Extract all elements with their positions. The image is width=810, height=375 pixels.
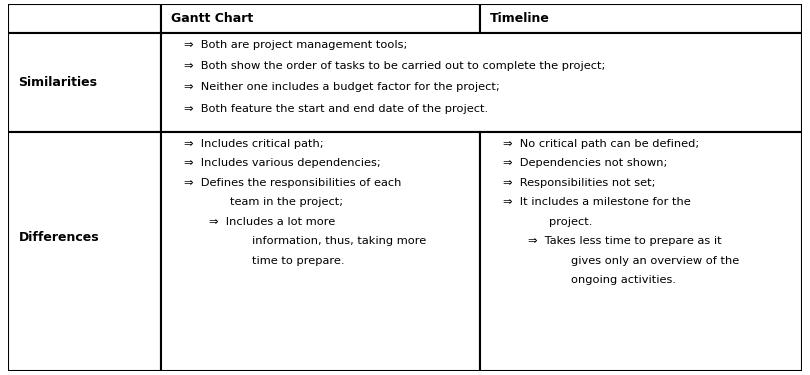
Text: team in the project;: team in the project; xyxy=(229,197,343,207)
Text: ⇒  Both show the order of tasks to be carried out to complete the project;: ⇒ Both show the order of tasks to be car… xyxy=(184,61,605,71)
Text: Gantt Chart: Gantt Chart xyxy=(171,12,253,25)
Text: ⇒  No critical path can be defined;: ⇒ No critical path can be defined; xyxy=(503,139,699,149)
Bar xyxy=(8,33,160,132)
Text: Timeline: Timeline xyxy=(490,12,550,25)
Bar xyxy=(160,132,480,371)
Text: ⇒  Takes less time to prepare as it: ⇒ Takes less time to prepare as it xyxy=(528,236,722,246)
Bar xyxy=(8,132,160,371)
Text: time to prepare.: time to prepare. xyxy=(252,256,344,266)
Text: project.: project. xyxy=(548,217,592,227)
Text: ⇒  Neither one includes a budget factor for the project;: ⇒ Neither one includes a budget factor f… xyxy=(184,82,499,92)
Text: ⇒  Responsibilities not set;: ⇒ Responsibilities not set; xyxy=(503,178,655,188)
Text: ⇒  Both are project management tools;: ⇒ Both are project management tools; xyxy=(184,40,407,50)
Text: ⇒  Dependencies not shown;: ⇒ Dependencies not shown; xyxy=(503,159,667,168)
Text: ⇒  Both feature the start and end date of the project.: ⇒ Both feature the start and end date of… xyxy=(184,104,488,114)
Bar xyxy=(8,4,160,33)
Text: ⇒  Includes various dependencies;: ⇒ Includes various dependencies; xyxy=(184,159,380,168)
Text: ongoing activities.: ongoing activities. xyxy=(571,275,676,285)
Text: ⇒  Includes critical path;: ⇒ Includes critical path; xyxy=(184,139,323,149)
Text: ⇒  Defines the responsibilities of each: ⇒ Defines the responsibilities of each xyxy=(184,178,401,188)
Text: information, thus, taking more: information, thus, taking more xyxy=(252,236,426,246)
Bar xyxy=(480,132,802,371)
Text: Differences: Differences xyxy=(19,231,99,244)
Text: gives only an overview of the: gives only an overview of the xyxy=(571,256,740,266)
Text: ⇒  Includes a lot more: ⇒ Includes a lot more xyxy=(209,217,335,227)
Bar xyxy=(480,4,802,33)
Text: Similarities: Similarities xyxy=(19,76,97,89)
Bar xyxy=(160,4,480,33)
Bar xyxy=(160,33,802,132)
Text: ⇒  It includes a milestone for the: ⇒ It includes a milestone for the xyxy=(503,197,690,207)
